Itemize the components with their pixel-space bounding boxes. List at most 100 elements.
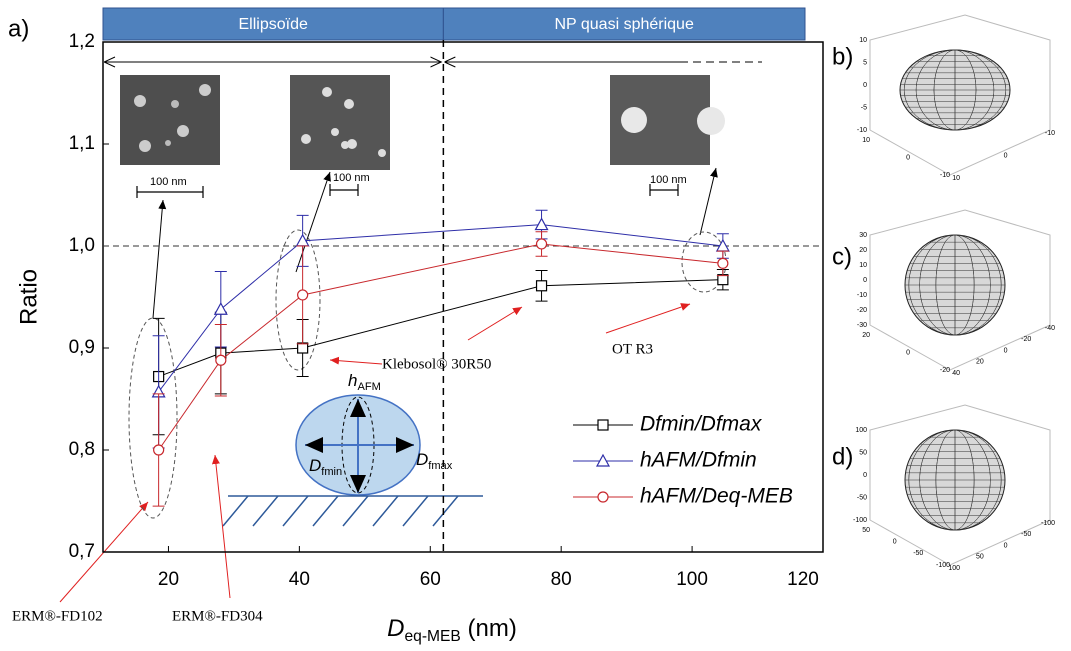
y-tick-label: 40 [952,370,960,377]
region-label: Ellipsoïde [238,16,307,33]
axis-box [869,14,1051,176]
marker [153,444,165,456]
z-tick-label: 0 [863,472,867,479]
x-axis-label-unit: (nm) [461,615,517,642]
diagram-label-main: h [348,371,357,390]
y-tick-label: 1,1 [69,133,95,154]
marker [297,342,309,354]
y-tick-label: -20 [1021,336,1031,343]
legend-label: Dfmin/Dfmax [640,413,763,436]
legend-marker [597,419,609,431]
marker [213,301,228,315]
annotation: ERM®-FD102 [12,608,103,624]
sphere-plot [869,209,1051,371]
x-tick-label: -100 [936,562,950,569]
x-tick-label: 120 [787,569,819,590]
z-tick-label: -10 [857,292,867,299]
marker [534,217,549,231]
y-tick-label: 50 [976,554,984,561]
y-tick-label: 0 [1004,347,1008,354]
marker [717,257,729,269]
sphere-plot [869,404,1051,566]
y-tick-label: 1,2 [69,31,95,52]
diagram-label-sub: fmax [428,460,452,472]
diagram-label-main: D [416,450,428,469]
y-tick-label: 0,7 [69,541,95,562]
y-tick-label: 0,9 [69,337,95,358]
y-axis-label: Ratio [15,269,42,325]
z-tick-label: -10 [857,127,867,134]
x-tick-label: 20 [862,332,870,339]
y-tick-label: 20 [976,359,984,366]
annotation: OT R3 [612,341,653,357]
z-tick-label: 5 [863,59,867,66]
annotation: 100 nm [650,174,687,186]
panel-label: c) [832,243,852,270]
panel-label: b) [832,43,853,70]
z-tick-label: -30 [857,322,867,329]
z-tick-label: -100 [853,517,867,524]
y-tick-label: -40 [1045,325,1055,332]
z-tick-label: 20 [859,247,867,254]
x-tick-label: -50 [913,550,923,557]
z-tick-label: -50 [857,494,867,501]
z-tick-label: -20 [857,307,867,314]
marker [297,289,309,301]
region-bar [442,7,806,41]
x-tick-label: 0 [906,154,910,161]
y-tick-label: -100 [1041,520,1055,527]
diagram-label-main: D [309,456,321,475]
x-tick-label: 80 [551,569,572,590]
y-tick-label: 100 [948,565,960,572]
z-tick-label: 50 [859,449,867,456]
annotation: 100 nm [333,172,370,184]
panel-label: a) [8,15,29,42]
z-tick-label: 10 [859,262,867,269]
panel-label: d) [832,443,853,470]
diagram-label: Dfmax [416,450,453,472]
axis-box [869,209,1051,371]
marker [215,354,227,366]
sem-insets [120,75,725,198]
x-tick-label: 0 [893,539,897,546]
y-tick-label: 0,8 [69,439,95,460]
legend-label: hAFM/Deq-MEB [640,485,793,508]
annotation: 100 nm [150,176,187,188]
x-tick-label: 50 [862,527,870,534]
x-tick-label: 40 [289,569,310,590]
marker [535,238,548,250]
z-tick-label: 30 [859,232,867,239]
z-tick-label: 0 [863,82,867,89]
sphere-plot [869,14,1051,176]
x-tick-label: 20 [158,569,179,590]
marker [717,274,729,286]
x-tick-label: 100 [676,569,708,590]
z-tick-label: 10 [859,37,867,44]
axis-box [869,404,1051,566]
y-tick-label: -10 [1045,130,1055,137]
legend-label: hAFM/Dfmin [640,449,757,472]
x-tick-label: -10 [940,172,950,179]
x-axis-label: Deq-MEB (nm) [387,615,517,645]
diagram-label-sub: fmin [321,466,342,478]
x-tick-label: 0 [906,349,910,356]
x-tick-label: 60 [420,569,441,590]
region-bar [102,7,444,41]
y-tick-label: 10 [952,175,960,182]
annotation: Klebosol® 30R50 [382,356,491,372]
legend-marker [597,491,609,503]
x-axis-label-main: D [387,615,404,642]
diagram-label: hAFM [348,371,381,393]
y-tick-label: 0 [1004,542,1008,549]
diagram-label: Dfmin [309,456,342,478]
y-tick-label: 1,0 [69,235,95,256]
marker [535,280,548,292]
ellipse-diagram [222,394,483,527]
x-tick-label: 10 [862,137,870,144]
diagram-label-sub: AFM [357,381,380,393]
z-tick-label: 0 [863,277,867,284]
x-tick-label: -20 [940,367,950,374]
y-tick-label: -50 [1021,531,1031,538]
